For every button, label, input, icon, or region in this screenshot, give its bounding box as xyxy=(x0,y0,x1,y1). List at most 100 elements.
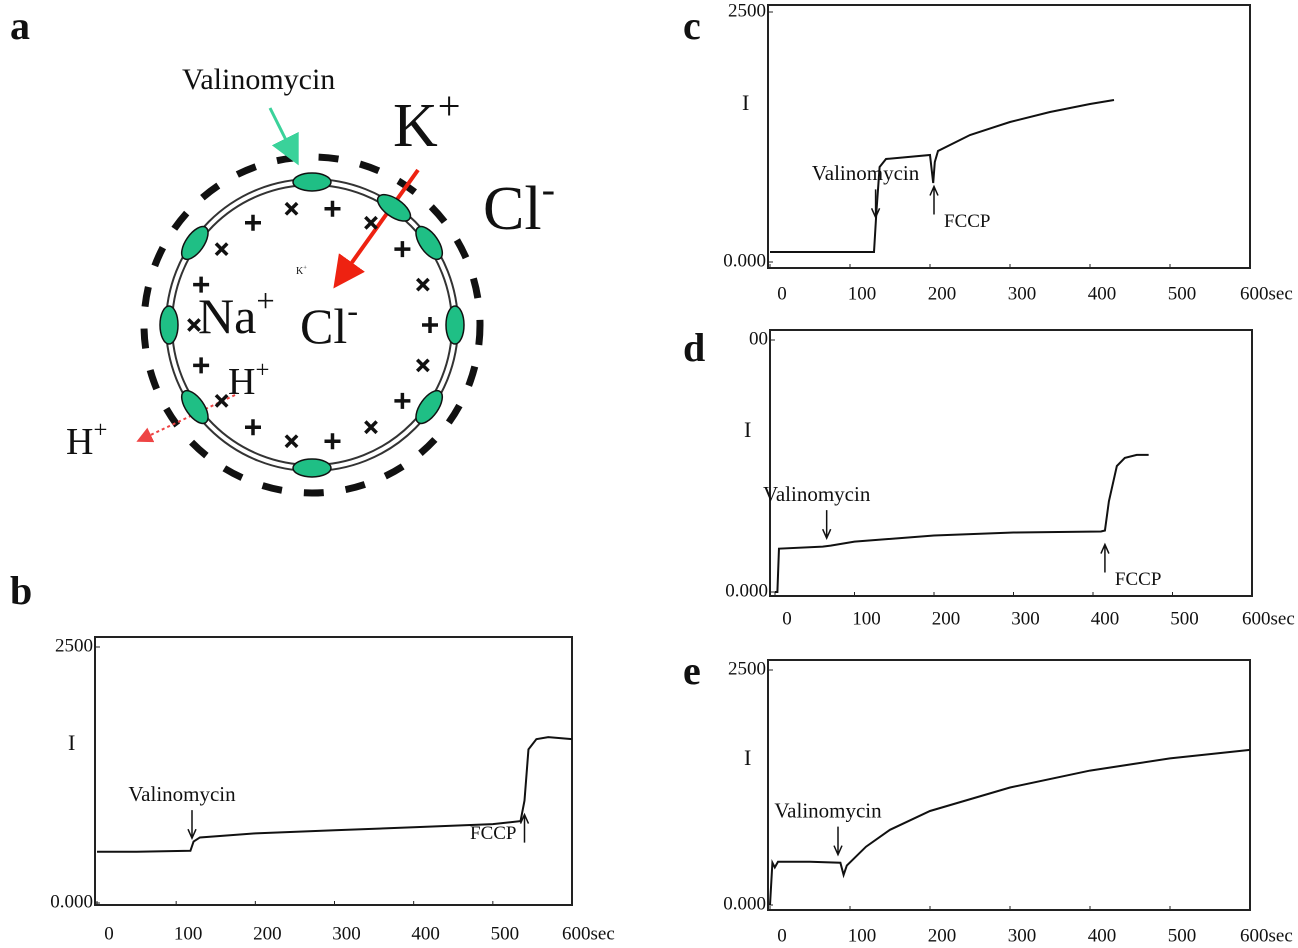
diagram-label: H+ xyxy=(228,356,269,402)
annotation-label: FCCP xyxy=(470,823,516,844)
label-text: Valinomycin xyxy=(182,63,335,96)
x-tick-label: 100 xyxy=(174,923,203,944)
annotation-label: Valinomycin xyxy=(128,782,236,806)
valinomycin-carrier xyxy=(293,459,331,477)
diagram-label: Valinomycin xyxy=(182,63,335,96)
y-axis-label: I xyxy=(744,417,751,442)
positive-charge xyxy=(422,317,438,333)
label-text: K xyxy=(393,92,438,160)
positive-charge xyxy=(193,357,209,373)
positive-charge xyxy=(324,201,340,217)
y-axis-label: I xyxy=(742,90,749,115)
diagram-label: K+ xyxy=(296,265,307,277)
label-sup: + xyxy=(303,265,307,272)
diagram-label: Na+ xyxy=(198,284,275,345)
diagram-label: Cl- xyxy=(300,294,358,355)
x-tick-label: 500 xyxy=(491,923,520,944)
plot-frame xyxy=(768,5,1250,268)
y-tick-label: 0.000 xyxy=(723,893,766,914)
x-tick-label: 500 xyxy=(1168,925,1197,946)
y-tick-label: 2500 xyxy=(55,635,93,656)
y-axis-label: I xyxy=(744,745,751,770)
y-tick-label: 0.000 xyxy=(725,580,768,601)
diagram-label: H+ xyxy=(66,416,107,462)
x-tick-label: 200 xyxy=(253,923,282,944)
x-tick-label: 200 xyxy=(928,283,957,304)
positive-charge xyxy=(360,416,383,439)
x-tick-label: 400 xyxy=(1088,925,1117,946)
x-tick-label: 600sec xyxy=(1240,925,1293,946)
label-sup: + xyxy=(255,356,269,383)
x-tick-label: 100 xyxy=(852,608,881,629)
annotation-label: Valinomycin xyxy=(763,482,871,506)
y-axis-label: I xyxy=(68,730,75,755)
panel-label: e xyxy=(683,648,701,693)
data-line xyxy=(775,455,1149,592)
panel-label: b xyxy=(10,568,32,613)
x-tick-label: 400 xyxy=(1088,283,1117,304)
positive-charge xyxy=(324,433,340,449)
positive-charge xyxy=(280,197,303,220)
data-line xyxy=(770,750,1250,905)
annotation-arrow xyxy=(834,827,842,855)
valinomycin-carrier xyxy=(411,386,448,427)
positive-charge xyxy=(412,273,435,296)
x-tick-label: 600sec xyxy=(562,923,615,944)
annotation-label: FCCP xyxy=(1115,569,1161,590)
x-tick-label: 0 xyxy=(104,923,114,944)
panel-label: d xyxy=(683,325,705,370)
x-tick-label: 0 xyxy=(777,925,787,946)
annotation-arrow xyxy=(188,810,196,838)
x-tick-label: 600sec xyxy=(1242,608,1295,629)
positive-charge xyxy=(245,215,261,231)
x-tick-label: 400 xyxy=(1091,608,1120,629)
label-text: Cl xyxy=(483,175,542,243)
k-arrow xyxy=(338,170,418,282)
label-text: Na xyxy=(198,288,256,344)
positive-charge xyxy=(394,241,410,257)
y-tick-label: 00 xyxy=(749,328,768,349)
annotation-label: Valinomycin xyxy=(812,161,920,185)
valinomycin-arrow xyxy=(270,108,296,160)
positive-charge xyxy=(245,419,261,435)
positive-charge xyxy=(394,393,410,409)
plot-frame xyxy=(770,330,1252,596)
valinomycin-carrier xyxy=(446,306,464,344)
diagram-label: K+ xyxy=(393,84,461,161)
figure: aValinomycinK+Cl-Na+Cl-H+H+K+bI0.0002500… xyxy=(0,0,1298,948)
panel-label: c xyxy=(683,3,701,48)
x-tick-label: 0 xyxy=(777,283,787,304)
x-tick-label: 100 xyxy=(848,283,877,304)
annotation-label: Valinomycin xyxy=(774,798,882,822)
label-sup: - xyxy=(347,294,358,330)
x-tick-label: 600sec xyxy=(1240,283,1293,304)
valinomycin-carrier xyxy=(177,386,214,427)
x-tick-label: 500 xyxy=(1170,608,1199,629)
x-tick-label: 100 xyxy=(848,925,877,946)
x-tick-label: 300 xyxy=(332,923,361,944)
annotation-label: FCCP xyxy=(944,211,990,232)
label-sup: + xyxy=(93,416,107,443)
valinomycin-carrier xyxy=(160,306,178,344)
diagram-label: Cl- xyxy=(483,167,555,244)
label-text: H xyxy=(66,421,93,463)
valinomycin-carrier xyxy=(177,222,214,263)
x-tick-label: 0 xyxy=(782,608,792,629)
label-sup: - xyxy=(542,167,555,212)
valinomycin-carrier xyxy=(293,173,331,191)
y-tick-label: 2500 xyxy=(728,658,766,679)
x-tick-label: 300 xyxy=(1011,608,1040,629)
label-text: H xyxy=(228,361,255,403)
x-tick-label: 200 xyxy=(932,608,961,629)
annotation-arrow xyxy=(823,510,831,538)
plot-frame xyxy=(768,660,1250,910)
positive-charge xyxy=(210,238,233,261)
annotation-arrow xyxy=(1101,545,1109,573)
y-tick-label: 0.000 xyxy=(723,250,766,271)
valinomycin-carrier xyxy=(411,222,448,263)
label-sup: + xyxy=(438,84,461,129)
label-text: Cl xyxy=(300,298,347,354)
label-sup: + xyxy=(256,284,274,320)
y-tick-label: 0.000 xyxy=(50,891,93,912)
plot-frame xyxy=(95,637,572,905)
